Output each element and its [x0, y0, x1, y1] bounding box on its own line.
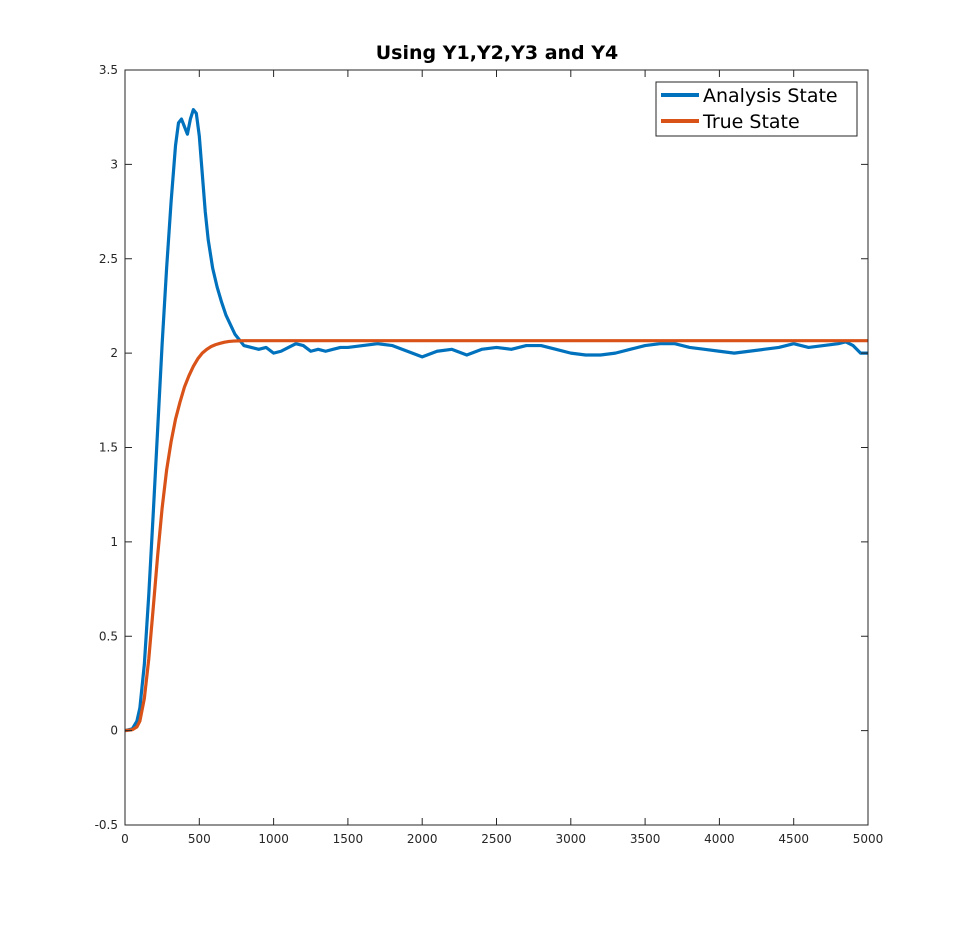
legend-box [655, 81, 858, 137]
legend-label-analysis-state: Analysis State [703, 85, 838, 107]
x-tick-label: 4500 [778, 832, 809, 846]
x-tick-label: 3500 [630, 832, 661, 846]
chart-title: Using Y1,Y2,Y3 and Y4 [376, 42, 619, 64]
x-axis: 0 500 1000 1500 2000 2500 3000 3500 4000 4500 5000 [121, 70, 883, 846]
series-layer [124, 108, 868, 733]
y-tick-label: 3 [110, 157, 118, 171]
x-tick-label: 1500 [333, 832, 364, 846]
y-tick-label: 0 [110, 724, 118, 738]
x-tick-label: 3000 [556, 832, 587, 846]
y-tick-label: -0.5 [95, 818, 118, 832]
y-tick-label: 2 [110, 346, 118, 360]
x-tick-label: 2500 [481, 832, 512, 846]
x-tick-label: 4000 [704, 832, 735, 846]
y-tick-label: 1.5 [99, 441, 118, 455]
x-tick-label: 5000 [853, 832, 884, 846]
x-tick-label: 1000 [258, 832, 289, 846]
series-line-analysis-state [124, 108, 868, 733]
plot-area [125, 70, 868, 825]
legend-label-true-state: True State [702, 111, 800, 133]
x-tick-label: 0 [121, 832, 129, 846]
y-axis: -0.5 0 0.5 1 1.5 2 2.5 3 3.5 [95, 63, 868, 832]
x-tick-label: 2000 [407, 832, 438, 846]
y-tick-label: 3.5 [99, 63, 118, 77]
y-tick-label: 1 [110, 535, 118, 549]
x-tick-label: 500 [188, 832, 211, 846]
series-line-true-state [124, 339, 868, 733]
legend: Analysis State True State [655, 81, 858, 137]
y-tick-label: 0.5 [99, 629, 118, 643]
y-tick-label: 2.5 [99, 252, 118, 266]
